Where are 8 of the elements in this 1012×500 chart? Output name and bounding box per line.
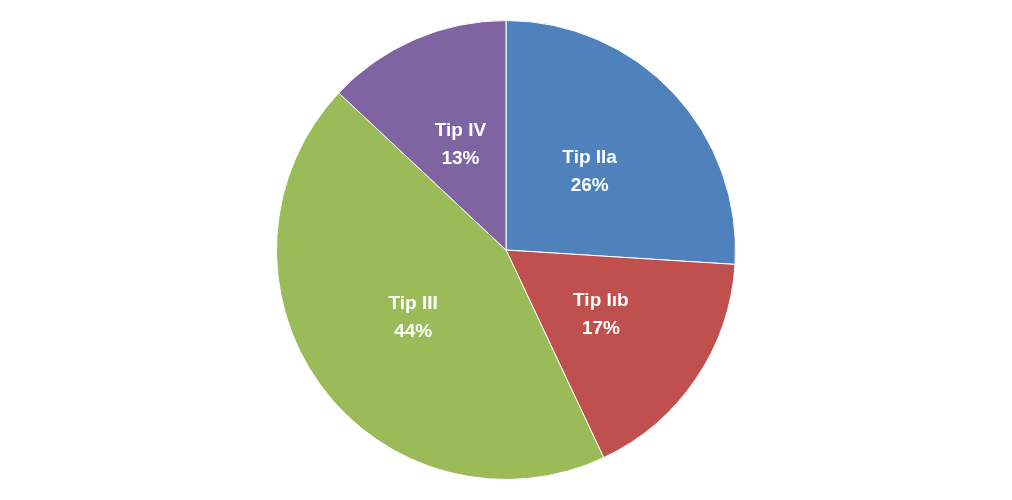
slice-label: Tip Iıb — [573, 288, 629, 310]
data-label: 17% — [581, 316, 621, 338]
slice-label: Tip III — [388, 291, 438, 313]
data-label: 26% — [570, 173, 609, 195]
slice-label: Tip IIa — [562, 145, 618, 167]
data-label: 13% — [441, 146, 480, 168]
data-label: 44% — [394, 319, 433, 341]
slice-label: Tip IV — [434, 118, 487, 140]
